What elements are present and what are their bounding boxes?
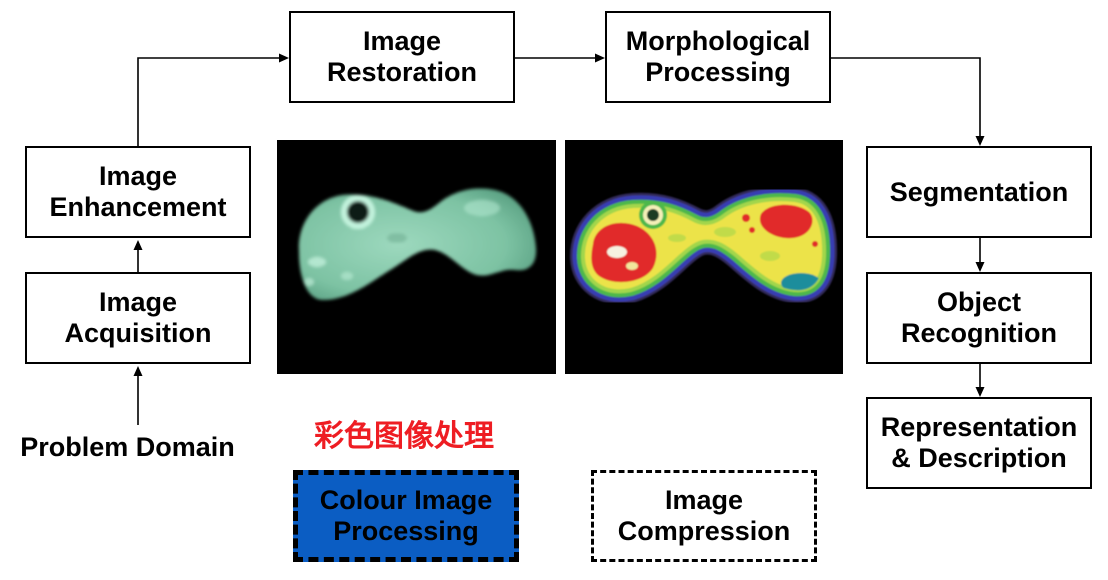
arrowhead (133, 366, 143, 376)
pseudocolour-blob (570, 186, 838, 305)
specimen-blob (298, 188, 537, 300)
image-acquisition-label-line-2: Acquisition (64, 318, 212, 348)
object-recognition-label-line-2: Recognition (901, 318, 1057, 348)
image-enhancement-label-line-1: Image (98, 161, 178, 191)
arrow-enhancement-to-restoration (137, 53, 289, 146)
arrow-acquisition-to-enhancement (133, 240, 143, 272)
image-compression-label-line-2: Compression (617, 516, 791, 546)
arrow-segmentation-to-recognition (975, 238, 985, 272)
arrow-problem-domain-to-acquisition (133, 366, 143, 425)
image-restoration-label-line-2: Restoration (326, 57, 478, 87)
image-restoration-box: Image Restoration (289, 11, 515, 103)
arrow-shaft (137, 57, 280, 146)
chinese-caption: 彩色图像处理 (314, 419, 494, 454)
morphological-processing-label-line-1: Morphological (625, 26, 811, 56)
image-enhancement-label-line-2: Enhancement (49, 192, 227, 222)
segmentation-label: Segmentation (889, 176, 1069, 207)
image-restoration-label-line-1: Image (362, 26, 442, 56)
representation-description-label-line-1: Representation (880, 412, 1078, 442)
image-acquisition-label-line-1: Image (98, 287, 178, 317)
pseudocolour-image (570, 186, 838, 305)
arrowhead (133, 240, 143, 250)
image-compression-box: Image Compression (591, 470, 817, 562)
image-compression-label-line-1: Image (664, 485, 744, 515)
arrow-morphological-to-segmentation (831, 57, 985, 146)
representation-description-box: Representation & Description (866, 397, 1092, 489)
morphological-processing-label-line-2: Processing (645, 57, 791, 87)
original-image-panel (277, 140, 556, 374)
problem-domain-label: Problem Domain (20, 432, 235, 462)
object-recognition-label-line-1: Object (936, 287, 1022, 317)
segmentation-box: Segmentation (866, 146, 1092, 238)
colour-image-processing-label-line-1: Colour Image (319, 485, 493, 515)
arrowhead (975, 387, 985, 397)
arrowhead (975, 136, 985, 146)
colour-image-processing-label-line-2: Processing (333, 516, 479, 546)
representation-description-label-line-2: & Description (891, 443, 1067, 473)
arrowhead (279, 53, 289, 63)
arrow-restoration-to-morphological (515, 53, 605, 63)
image-enhancement-box: Image Enhancement (25, 146, 251, 238)
object-recognition-box: Object Recognition (866, 272, 1092, 364)
arrowhead (975, 262, 985, 272)
original-image (298, 188, 537, 300)
image-acquisition-box: Image Acquisition (25, 272, 251, 364)
arrow-shaft (831, 57, 981, 137)
arrow-recognition-to-representation (975, 364, 985, 397)
pseudocolour-image-panel (565, 140, 843, 374)
arrowhead (595, 53, 605, 63)
morphological-processing-box: Morphological Processing (605, 11, 831, 103)
colour-image-processing-box: Colour Image Processing (293, 470, 519, 562)
